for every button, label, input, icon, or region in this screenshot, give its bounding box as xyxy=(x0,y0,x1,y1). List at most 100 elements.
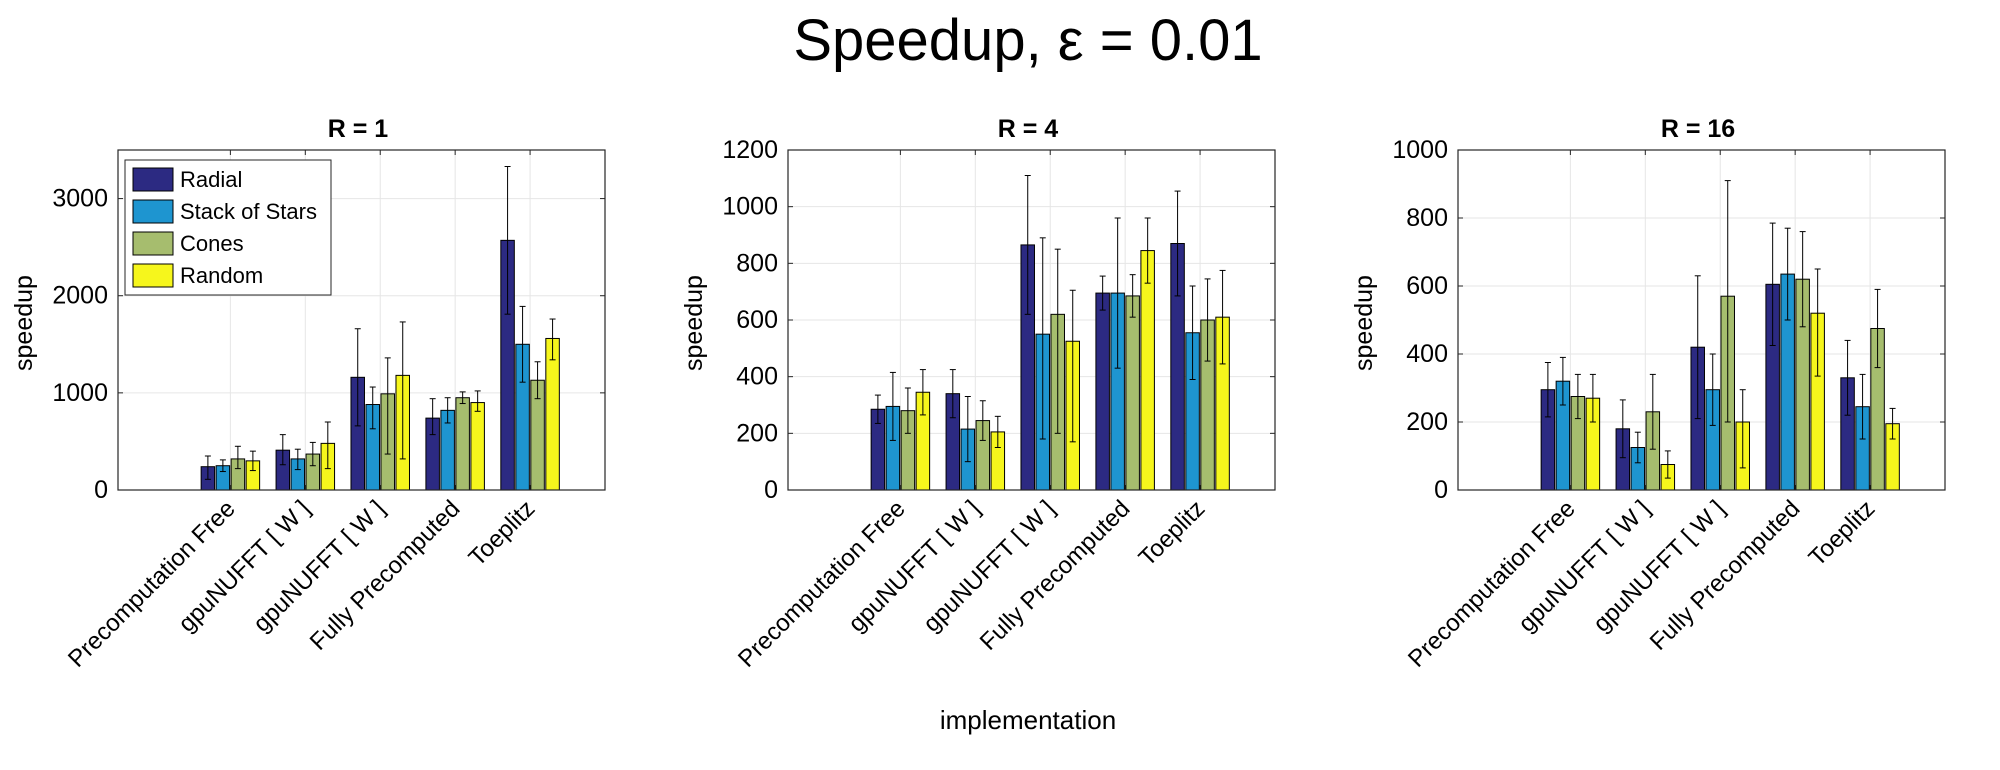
legend-label: Random xyxy=(180,263,263,288)
error-bar xyxy=(919,369,926,416)
y-axis-label: speedup xyxy=(10,275,38,371)
y-tick-label: 200 xyxy=(736,419,778,447)
legend: Radial Stack of Stars Cones Random xyxy=(124,159,332,296)
legend-label: Cones xyxy=(180,231,244,256)
error-bar xyxy=(519,305,526,383)
error-bar xyxy=(234,445,241,470)
error-bar xyxy=(219,459,226,473)
error-bar xyxy=(979,400,986,441)
error-bar xyxy=(1189,285,1196,380)
error-bar xyxy=(384,357,391,455)
error-bar xyxy=(444,397,451,424)
legend-label: Stack of Stars xyxy=(180,199,317,224)
x-tick-label: Toeplitz xyxy=(464,495,541,572)
error-bar xyxy=(1129,274,1136,318)
figure-title: Speedup, ε = 0.01 xyxy=(793,8,1262,73)
error-bar xyxy=(1649,373,1656,450)
y-tick-label: 2000 xyxy=(52,282,108,310)
error-bar xyxy=(459,391,466,405)
error-bar xyxy=(504,166,511,315)
error-bar xyxy=(1769,222,1776,346)
bar xyxy=(1140,250,1155,491)
error-bar xyxy=(1069,289,1076,443)
error-bar xyxy=(1664,450,1671,479)
error-bar xyxy=(1694,275,1701,420)
x-tick-label: gpuNUFFT [ W ] xyxy=(1588,495,1730,637)
error-bar xyxy=(474,390,481,412)
error-bar xyxy=(1859,373,1866,440)
panel-title: R = 16 xyxy=(1661,115,1735,143)
x-tick-label: gpuNUFFT [ W ] xyxy=(173,495,315,637)
error-bar xyxy=(1589,373,1596,423)
error-bar xyxy=(1559,356,1566,406)
error-bar xyxy=(1634,431,1641,464)
y-tick-label: 400 xyxy=(1406,340,1448,368)
x-tick-label: gpuNUFFT [ W ] xyxy=(918,495,1060,637)
error-bar xyxy=(904,387,911,434)
error-bar xyxy=(324,421,331,470)
x-tick-label: gpuNUFFT [ W ] xyxy=(843,495,985,637)
error-bar xyxy=(949,369,956,419)
panel-r4: R = 4 speedup 020040060080010001200Preco… xyxy=(680,115,1276,673)
error-bar xyxy=(534,361,541,400)
bar xyxy=(545,337,560,491)
error-bar xyxy=(1784,227,1791,321)
error-bar xyxy=(1144,217,1151,284)
error-bar xyxy=(1114,217,1121,369)
error-bar xyxy=(354,328,361,427)
error-bar xyxy=(1574,373,1581,420)
error-bar xyxy=(1204,278,1211,362)
y-axis-label: speedup xyxy=(680,275,708,371)
x-tick-label: gpuNUFFT [ W ] xyxy=(1513,495,1655,637)
y-axis-label: speedup xyxy=(1350,275,1378,371)
error-bar xyxy=(1544,362,1551,418)
legend-swatch xyxy=(132,263,174,288)
error-bar xyxy=(1054,248,1061,434)
error-bar xyxy=(1024,175,1031,315)
legend-swatch xyxy=(132,231,174,256)
panel-r16: R = 16 speedup 02004006008001000Precompu… xyxy=(1350,115,1946,673)
panel-title: R = 4 xyxy=(998,115,1059,143)
legend-label: Radial xyxy=(180,167,242,192)
error-bar xyxy=(1814,268,1821,377)
error-bar xyxy=(549,318,556,361)
panel-r1: R = 1 speedup 0100020003000Precomputatio… xyxy=(10,115,606,673)
error-bar xyxy=(1889,407,1896,440)
error-bar xyxy=(249,450,256,472)
error-bar xyxy=(429,398,436,436)
y-tick-label: 1200 xyxy=(722,136,778,164)
y-tick-label: 0 xyxy=(94,476,108,504)
bar xyxy=(470,402,485,491)
error-bar xyxy=(994,415,1001,448)
panel-title: R = 1 xyxy=(328,115,389,143)
error-bar xyxy=(1739,389,1746,469)
error-bar xyxy=(1709,353,1716,426)
x-tick-label: Toeplitz xyxy=(1134,495,1211,572)
y-tick-label: 0 xyxy=(1434,476,1448,504)
y-tick-label: 0 xyxy=(764,476,778,504)
error-bar xyxy=(399,321,406,460)
error-bar xyxy=(1099,275,1106,311)
error-bar xyxy=(369,386,376,430)
error-bar xyxy=(1724,180,1731,423)
y-tick-label: 800 xyxy=(736,249,778,277)
legend-swatch xyxy=(132,199,174,224)
y-tick-label: 400 xyxy=(736,363,778,391)
error-bar xyxy=(874,394,881,424)
error-bar xyxy=(1799,231,1806,328)
figure-xlabel: implementation xyxy=(940,705,1116,735)
error-bar xyxy=(1039,237,1046,440)
x-tick-label: gpuNUFFT [ W ] xyxy=(248,495,390,637)
y-tick-label: 1000 xyxy=(1392,136,1448,164)
error-bar xyxy=(1874,288,1881,369)
bar xyxy=(1125,295,1140,491)
error-bar xyxy=(1844,339,1851,416)
error-bar xyxy=(1219,269,1226,365)
error-bar xyxy=(279,434,286,466)
axes-box xyxy=(1457,149,1946,491)
error-bar xyxy=(204,455,211,480)
bar xyxy=(455,397,470,491)
y-tick-label: 800 xyxy=(1406,204,1448,232)
y-tick-label: 1000 xyxy=(52,379,108,407)
